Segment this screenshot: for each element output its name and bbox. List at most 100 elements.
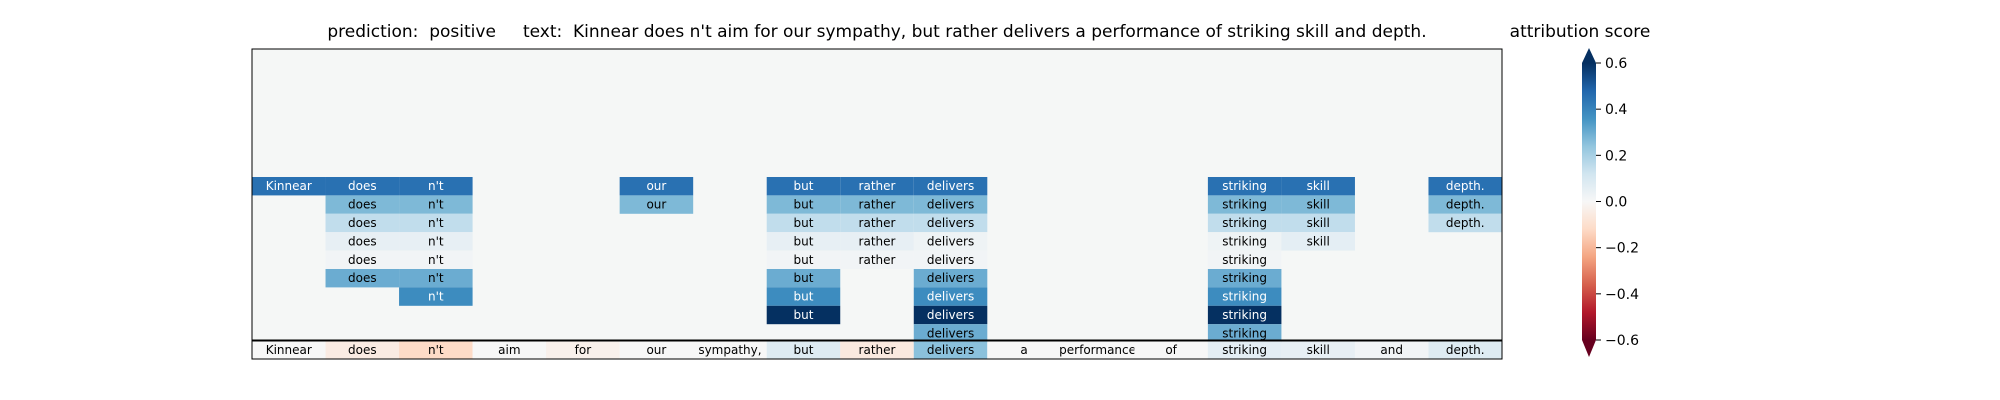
hierarchy-cell [913,269,988,288]
hierarchy-cell-label: our [646,179,666,193]
hierarchy-cell [325,232,400,251]
colorbar-tick-label: 0.4 [1605,102,1627,118]
hierarchy-cell-label: depth. [1446,179,1485,193]
token-cell-label: Kinnear [266,343,312,357]
hierarchy-cell-label: but [794,253,814,267]
hierarchy-cell [913,232,988,251]
hierarchy-cell [399,269,473,288]
hierarchy-cell-label: skill [1307,216,1330,230]
hierarchy-cell [913,177,988,196]
hierarchy-cell [840,213,914,233]
hierarchy-cell-label: striking [1222,308,1267,322]
hierarchy-cell [1428,195,1503,214]
colorbar-tick-label: −0.6 [1605,333,1639,349]
hierarchy-cell [252,177,326,196]
token-cell [619,340,694,359]
token-cell-label: aim [498,343,520,357]
token-cell [693,340,767,359]
hierarchy-cell [840,195,914,214]
hierarchy-cell [1207,324,1282,343]
token-cell-label: n't [428,343,444,357]
colorbar-gradient [1582,63,1596,340]
hierarchy-cell-label: n't [428,234,444,248]
token-cell-label: does [348,343,377,357]
token-cell [1207,340,1282,359]
token-cell-label: skill [1307,343,1330,357]
hierarchy-cell-label: striking [1222,179,1267,193]
hierarchy-cell [840,250,914,269]
hierarchy-cell-label: depth. [1446,216,1485,230]
token-cell-label: delivers [927,343,974,357]
token-cell [913,340,988,359]
hierarchy-cell-label: delivers [927,198,974,212]
hierarchy-cell [913,324,988,343]
hierarchy-cell-label: n't [428,290,444,304]
token-cell [399,340,473,359]
hierarchy-cell [766,269,841,288]
hierarchy-cell [325,177,400,196]
hierarchy-cell [1207,269,1282,288]
hierarchy-cell [766,305,841,325]
hierarchy-cell-label: n't [428,179,444,193]
hierarchy-cell [1281,177,1355,196]
chart-title: prediction: positive text: Kinnear does … [252,22,1502,44]
hierarchy-cell-label: delivers [927,326,974,340]
hierarchy-cell [913,213,988,233]
hierarchy-cell-label: rather [859,216,896,230]
hierarchy-cell [840,177,914,196]
token-cell [840,340,914,359]
token-cell [1428,340,1503,359]
hierarchy-cell-label: our [646,198,666,212]
colorbar-top-extension [1582,48,1596,63]
hierarchy-cell-label: delivers [927,308,974,322]
hierarchy-cell-label: striking [1222,234,1267,248]
hierarchy-cell [399,213,473,233]
token-cell-label: performance [1059,343,1136,357]
hierarchy-cell [766,177,841,196]
token-cell-label: a [1020,343,1027,357]
token-cell [766,340,841,359]
hierarchy-cell-label: does [348,271,377,285]
hierarchy-cell-label: skill [1307,198,1330,212]
hierarchy-cell [1207,250,1282,269]
hierarchy-cell-label: Kinnear [266,179,312,193]
hierarchy-cell [766,213,841,233]
hierarchy-cell [1281,232,1355,251]
token-cell [1281,340,1355,359]
token-cell-label: but [794,343,814,357]
hierarchy-cell [1207,232,1282,251]
hierarchy-cell-label: striking [1222,271,1267,285]
hierarchy-cell-label: does [348,234,377,248]
hierarchy-cell [1207,305,1282,325]
hierarchy-layer: Kinnear does n't our but rather delivers striki… [252,177,1503,343]
hierarchy-cell [399,195,473,214]
hierarchy-cell-label: delivers [927,234,974,248]
hierarchy-cell-label: but [794,216,814,230]
token-cell [325,340,400,359]
hierarchy-cell [1207,177,1282,196]
plot-frame [251,48,1503,360]
hierarchy-cell-label: but [794,179,814,193]
hierarchy-cell-label: n't [428,271,444,285]
hierarchy-cell [913,250,988,269]
hierarchy-cell-label: but [794,271,814,285]
token-cell-label: rather [859,343,896,357]
hierarchy-cell [1207,195,1282,214]
token-cell [252,340,326,359]
hierarchy-cell [399,232,473,251]
hierarchy-cell [399,177,473,196]
colorbar-tick-label: 0.6 [1605,56,1627,72]
hierarchy-cell-label: skill [1307,179,1330,193]
colorbar-tick-label: 0.0 [1605,195,1627,211]
hierarchy-cell [325,269,400,288]
hierarchy-cell [913,195,988,214]
hierarchy-cell [1428,213,1503,233]
hierarchy-cell-label: delivers [927,253,974,267]
hierarchy-cell-label: skill [1307,234,1330,248]
hierarchy-cell [766,232,841,251]
hierarchy-cell-label: rather [859,198,896,212]
token-cell [987,340,1061,359]
text-label: text: Kinnear does n't aim for our sympa… [522,22,1427,42]
colorbar-ticks: 0.6 0.4 0.2 0.0 −0.2 −0.4 −0.6 [1596,56,1639,349]
token-cell [546,340,620,359]
